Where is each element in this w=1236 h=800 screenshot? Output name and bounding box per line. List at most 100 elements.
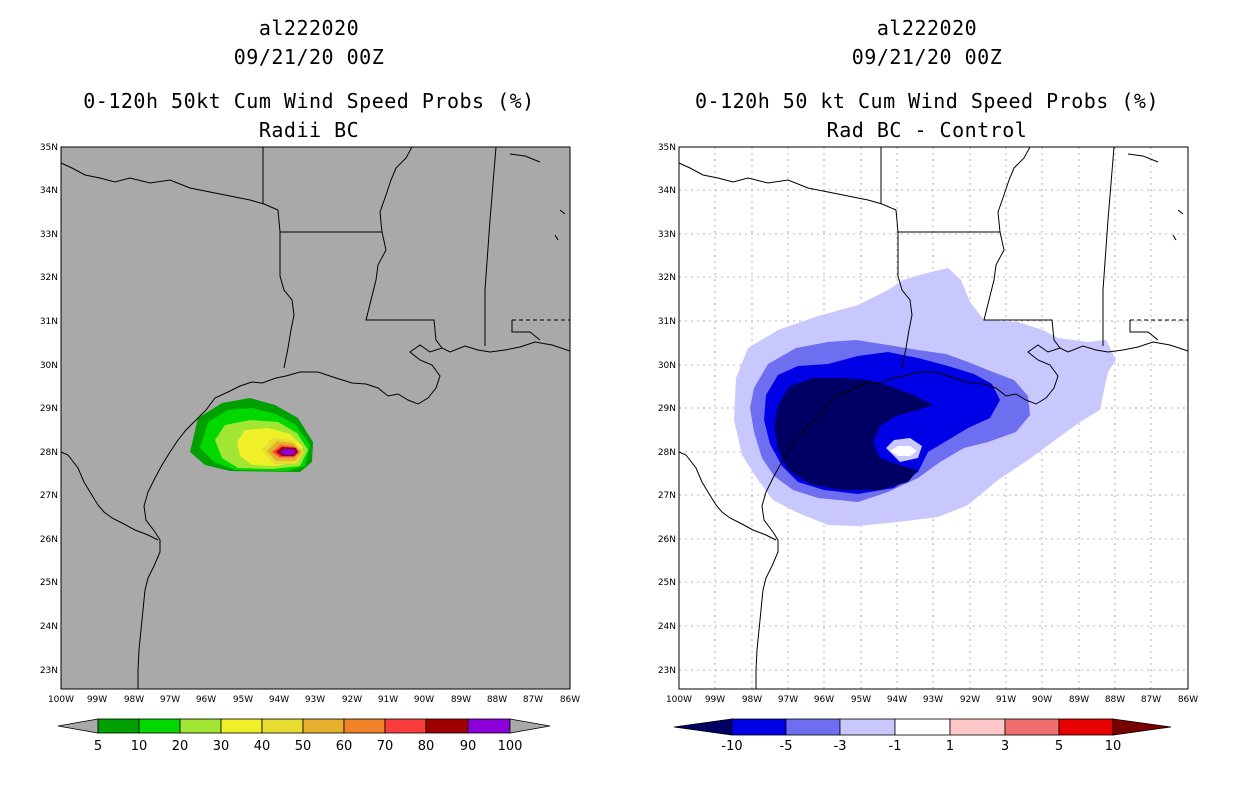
right-lon-label-92w: 92W xyxy=(960,695,980,705)
right-cbar-1-3 xyxy=(949,718,1006,736)
right-lat-label-29n: 29N xyxy=(658,404,676,414)
left-cbar-70-80 xyxy=(384,718,427,734)
left-colorbar xyxy=(57,718,551,734)
left-lon-label-98w: 98W xyxy=(124,695,144,705)
right-lat-label-32n: 32N xyxy=(658,273,676,283)
right-florida-alabama-border xyxy=(1129,320,1159,341)
left-cbar-90-100 xyxy=(467,718,511,734)
left-lat-axis: 35N 34N 33N 32N 31N 30N 29N 28N 27N 26N … xyxy=(40,143,58,676)
right-storm-id: al222020 xyxy=(876,16,978,40)
left-lon-label-89w: 89W xyxy=(451,695,471,705)
right-lat-label-25n: 25N xyxy=(658,578,676,588)
left-cbar-label-80: 80 xyxy=(418,739,435,754)
right-lat-label-27n: 27N xyxy=(658,491,676,501)
left-lat-label-33n: 33N xyxy=(40,230,58,240)
left-lon-label-100w: 100W xyxy=(48,695,74,705)
right-lon-label-89w: 89W xyxy=(1069,695,1089,705)
left-cbar-label-70: 70 xyxy=(377,739,394,754)
left-florida-alabama-border xyxy=(511,320,541,341)
left-lon-label-91w: 91W xyxy=(378,695,398,705)
left-lon-label-96w: 96W xyxy=(196,695,216,705)
left-lat-label-28n: 28N xyxy=(40,448,58,458)
right-colorbar xyxy=(673,718,1172,736)
left-mexico-border xyxy=(60,451,159,541)
right-diff-contour-minus10 xyxy=(774,378,933,490)
left-cbar-30-40 xyxy=(220,718,263,734)
left-lon-label-93w: 93W xyxy=(305,695,325,705)
left-lon-label-90w: 90W xyxy=(414,695,434,705)
right-datetime: 09/21/20 00Z xyxy=(851,45,1003,69)
right-cbar-minus1-1 xyxy=(894,718,951,736)
left-cbar-under-arrow xyxy=(57,718,99,734)
left-colorbar-labels: 5 10 20 30 40 50 60 70 80 90 100 xyxy=(94,739,523,754)
right-texas-louisiana-border xyxy=(895,209,913,369)
right-lat-label-26n: 26N xyxy=(658,535,676,545)
right-map-frame xyxy=(678,146,1189,690)
right-lon-label-90w: 90W xyxy=(1032,695,1052,705)
left-cbar-20-30 xyxy=(179,718,222,734)
right-map: 35N 34N 33N 32N 31N 30N 29N 28N 27N 26N … xyxy=(658,143,1198,754)
right-lon-label-99w: 99W xyxy=(705,695,725,705)
right-cbar-label-3: 3 xyxy=(1001,739,1009,754)
right-mississippi-alabama-border xyxy=(1102,146,1115,346)
left-map: 35N 34N 33N 32N 31N 30N 29N 28N 27N 26N … xyxy=(40,143,580,754)
right-lon-label-100w: 100W xyxy=(666,695,692,705)
left-title: 0-120h 50kt Cum Wind Speed Probs (%) xyxy=(83,89,535,113)
left-lat-label-30n: 30N xyxy=(40,361,58,371)
right-lon-label-86w: 86W xyxy=(1178,695,1198,705)
left-subtitle: Radii BC xyxy=(258,118,360,142)
left-lon-label-92w: 92W xyxy=(342,695,362,705)
left-lon-label-94w: 94W xyxy=(269,695,289,705)
left-cbar-40-50 xyxy=(261,718,304,734)
left-lat-label-32n: 32N xyxy=(40,273,58,283)
left-prob-contour-100 xyxy=(280,449,296,455)
right-lat-label-30n: 30N xyxy=(658,361,676,371)
left-georgia-coast xyxy=(509,153,566,241)
left-cbar-label-20: 20 xyxy=(172,739,189,754)
left-cbar-label-40: 40 xyxy=(254,739,271,754)
right-cbar-5-10 xyxy=(1058,718,1114,736)
right-colorbar-labels: -10 -5 -3 -1 1 3 5 10 xyxy=(721,739,1121,754)
left-cbar-label-10: 10 xyxy=(131,739,148,754)
left-cbar-80-90 xyxy=(425,718,469,734)
left-lat-label-27n: 27N xyxy=(40,491,58,501)
right-cbar-label-10: 10 xyxy=(1105,739,1122,754)
right-lon-axis: 100W 99W 98W 97W 96W 95W 94W 93W 92W 91W… xyxy=(666,695,1198,705)
left-lat-label-26n: 26N xyxy=(40,535,58,545)
left-lon-label-87w: 87W xyxy=(523,695,543,705)
right-cbar-under-arrow xyxy=(673,718,733,736)
left-cbar-label-50: 50 xyxy=(295,739,312,754)
right-panel: al222020 09/21/20 00Z 0-120h 50 kt Cum W… xyxy=(618,0,1236,800)
left-lat-label-24n: 24N xyxy=(40,622,58,632)
right-lon-label-87w: 87W xyxy=(1141,695,1161,705)
left-lat-label-29n: 29N xyxy=(40,404,58,414)
right-lat-label-24n: 24N xyxy=(658,622,676,632)
left-lat-label-35n: 35N xyxy=(40,143,58,153)
right-cbar-label-minus3: -3 xyxy=(834,739,847,754)
right-lat-label-35n: 35N xyxy=(658,143,676,153)
right-diff-pocket-white xyxy=(890,446,917,456)
left-map-background xyxy=(61,147,570,689)
right-cbar-minus10-minus5 xyxy=(731,718,787,736)
left-lat-label-31n: 31N xyxy=(40,317,58,327)
right-lon-label-93w: 93W xyxy=(923,695,943,705)
right-lon-label-96w: 96W xyxy=(814,695,834,705)
left-cbar-60-70 xyxy=(343,718,386,734)
right-lon-label-94w: 94W xyxy=(887,695,907,705)
left-cbar-50-60 xyxy=(302,718,345,734)
left-lon-label-99w: 99W xyxy=(87,695,107,705)
left-lon-label-86w: 86W xyxy=(560,695,580,705)
left-cbar-over-arrow xyxy=(509,718,551,734)
right-cbar-label-minus10: -10 xyxy=(721,739,742,754)
left-lat-label-25n: 25N xyxy=(40,578,58,588)
left-texas-oklahoma-border xyxy=(60,162,279,211)
left-lon-label-88w: 88W xyxy=(487,695,507,705)
left-cbar-label-100: 100 xyxy=(498,739,523,754)
right-lat-axis: 35N 34N 33N 32N 31N 30N 29N 28N 27N 26N … xyxy=(658,143,676,676)
right-lon-label-88w: 88W xyxy=(1105,695,1125,705)
right-cbar-minus3-minus1 xyxy=(839,718,896,736)
right-lon-label-98w: 98W xyxy=(742,695,762,705)
left-cbar-label-60: 60 xyxy=(336,739,353,754)
right-cbar-label-5: 5 xyxy=(1055,739,1063,754)
right-lon-label-91w: 91W xyxy=(996,695,1016,705)
